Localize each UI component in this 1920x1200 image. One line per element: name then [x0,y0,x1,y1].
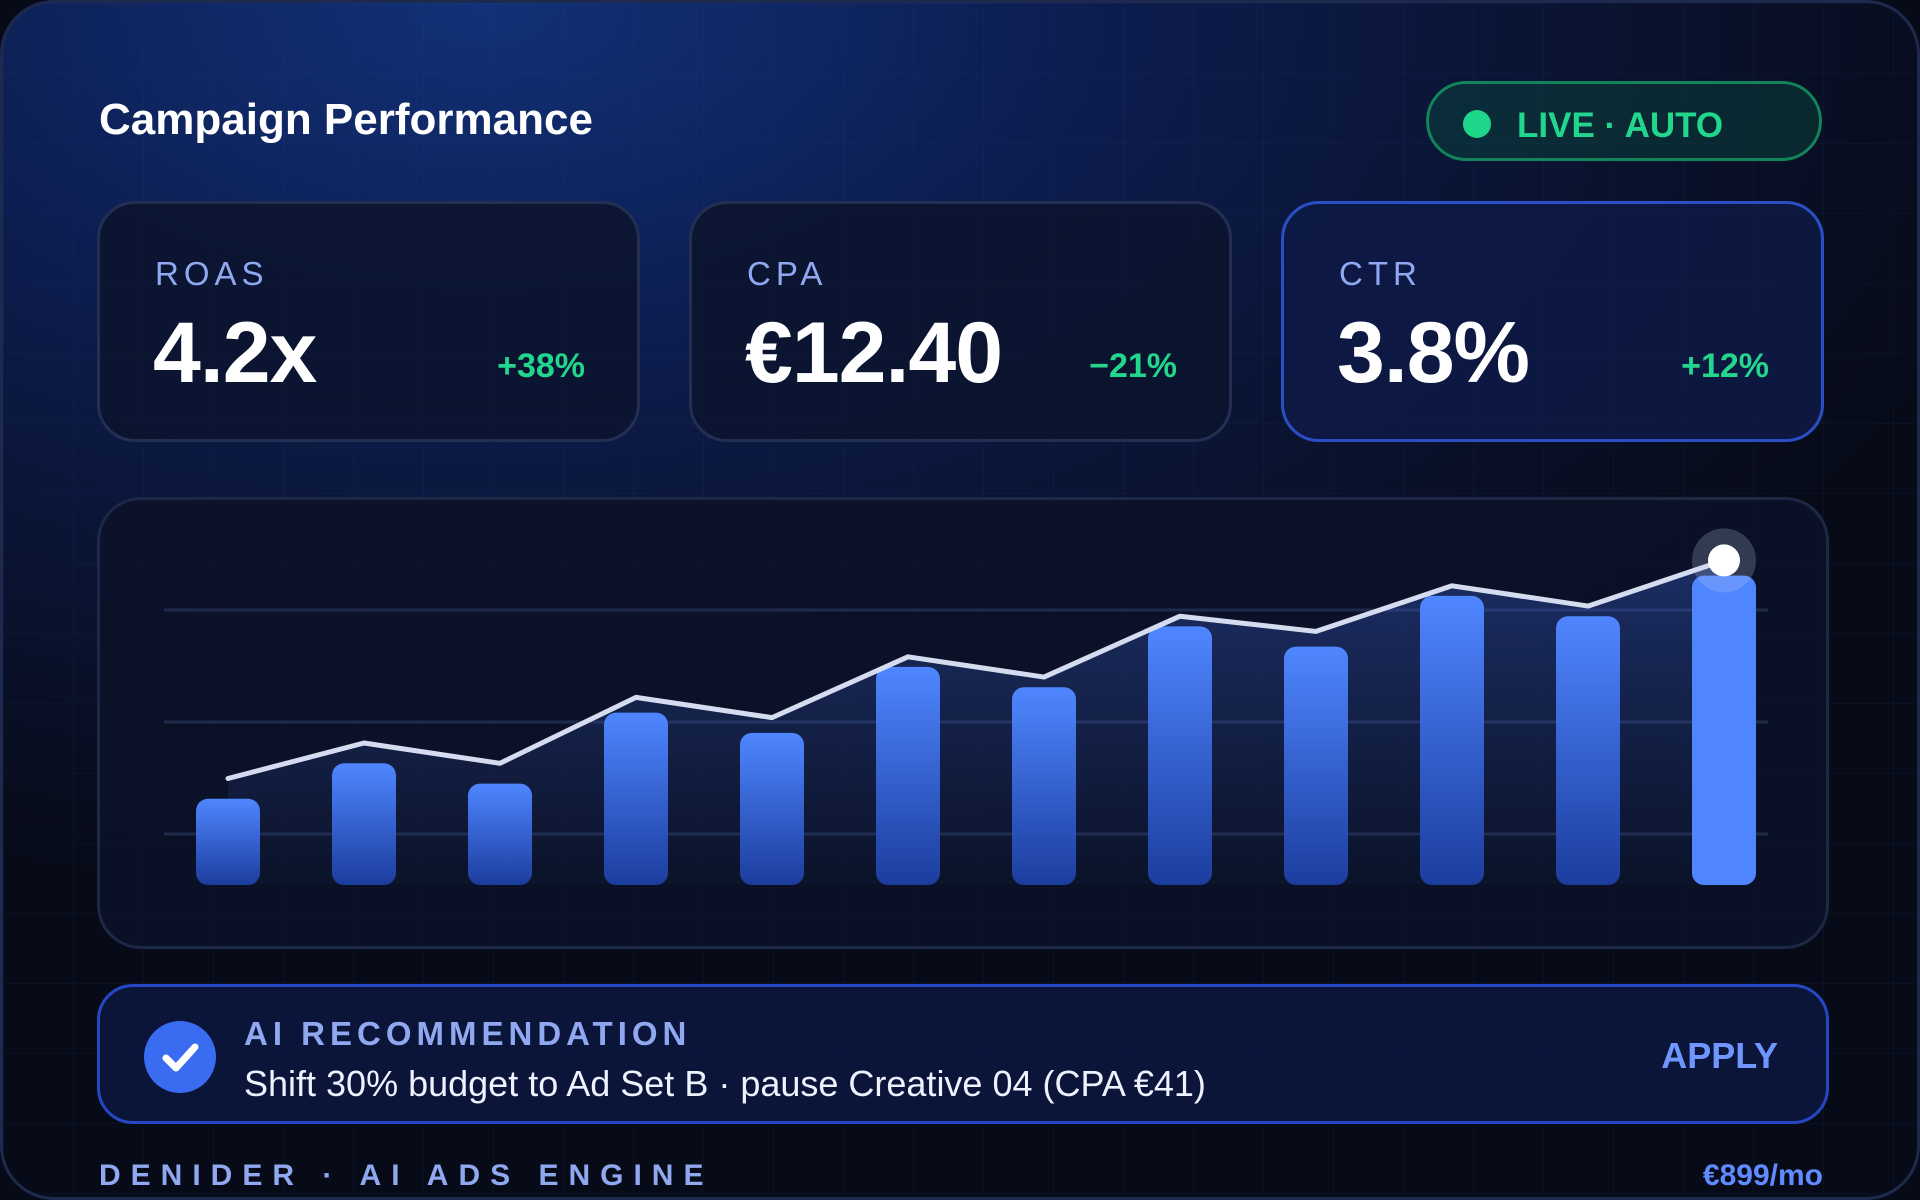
trend-line [225,557,1727,781]
kpi-card-roas[interactable]: ROAS 4.2x +38% [97,201,640,442]
live-status-badge: LIVE · AUTO [1426,81,1822,161]
kpi-label: ROAS [155,255,269,292]
chart-bar[interactable] [876,666,940,885]
chart-bar[interactable] [1556,616,1620,885]
chart-bar[interactable] [1420,595,1484,885]
kpi-delta: +38% [497,347,585,385]
check-circle-icon [144,1021,216,1093]
recommendation-text: Shift 30% budget to Ad Set B · pause Cre… [244,1063,1206,1104]
kpi-value: 3.8% [1337,305,1530,401]
chart-bar[interactable] [740,732,804,885]
apply-button[interactable]: APPLY [1661,1035,1778,1076]
chart-bar[interactable] [604,712,668,885]
live-status-label: LIVE · AUTO [1517,106,1724,145]
chart-bar[interactable] [1692,575,1756,885]
brand-footer: DENIDER · AI ADS ENGINE [99,1159,714,1192]
performance-chart [97,497,1829,949]
chart-bar[interactable] [1284,646,1348,885]
kpi-label: CTR [1339,255,1422,292]
recommendation-title: AI RECOMMENDATION [244,1015,692,1052]
kpi-delta: −21% [1089,347,1177,385]
price-label: €899/mo [1702,1159,1823,1192]
kpi-card-cpa[interactable]: CPA €12.40 −21% [689,201,1232,442]
kpi-value: €12.40 [745,305,1003,401]
latest-point[interactable] [1708,544,1740,577]
ai-recommendation-banner: AI RECOMMENDATION Shift 30% budget to Ad… [97,984,1829,1124]
chart-bar[interactable] [332,763,396,885]
chart-bar[interactable] [468,783,532,885]
status-dot-icon [1463,110,1491,138]
chart-bar[interactable] [1012,687,1076,885]
page-title: Campaign Performance [99,95,593,144]
kpi-value: 4.2x [153,305,317,401]
kpi-delta: +12% [1681,347,1769,385]
trend-area [228,560,1724,885]
performance-chart-svg [164,528,1768,885]
chart-bar[interactable] [196,798,260,885]
chart-bar[interactable] [1148,626,1212,885]
kpi-card-ctr[interactable]: CTR 3.8% +12% [1281,201,1824,442]
kpi-label: CPA [747,255,828,292]
